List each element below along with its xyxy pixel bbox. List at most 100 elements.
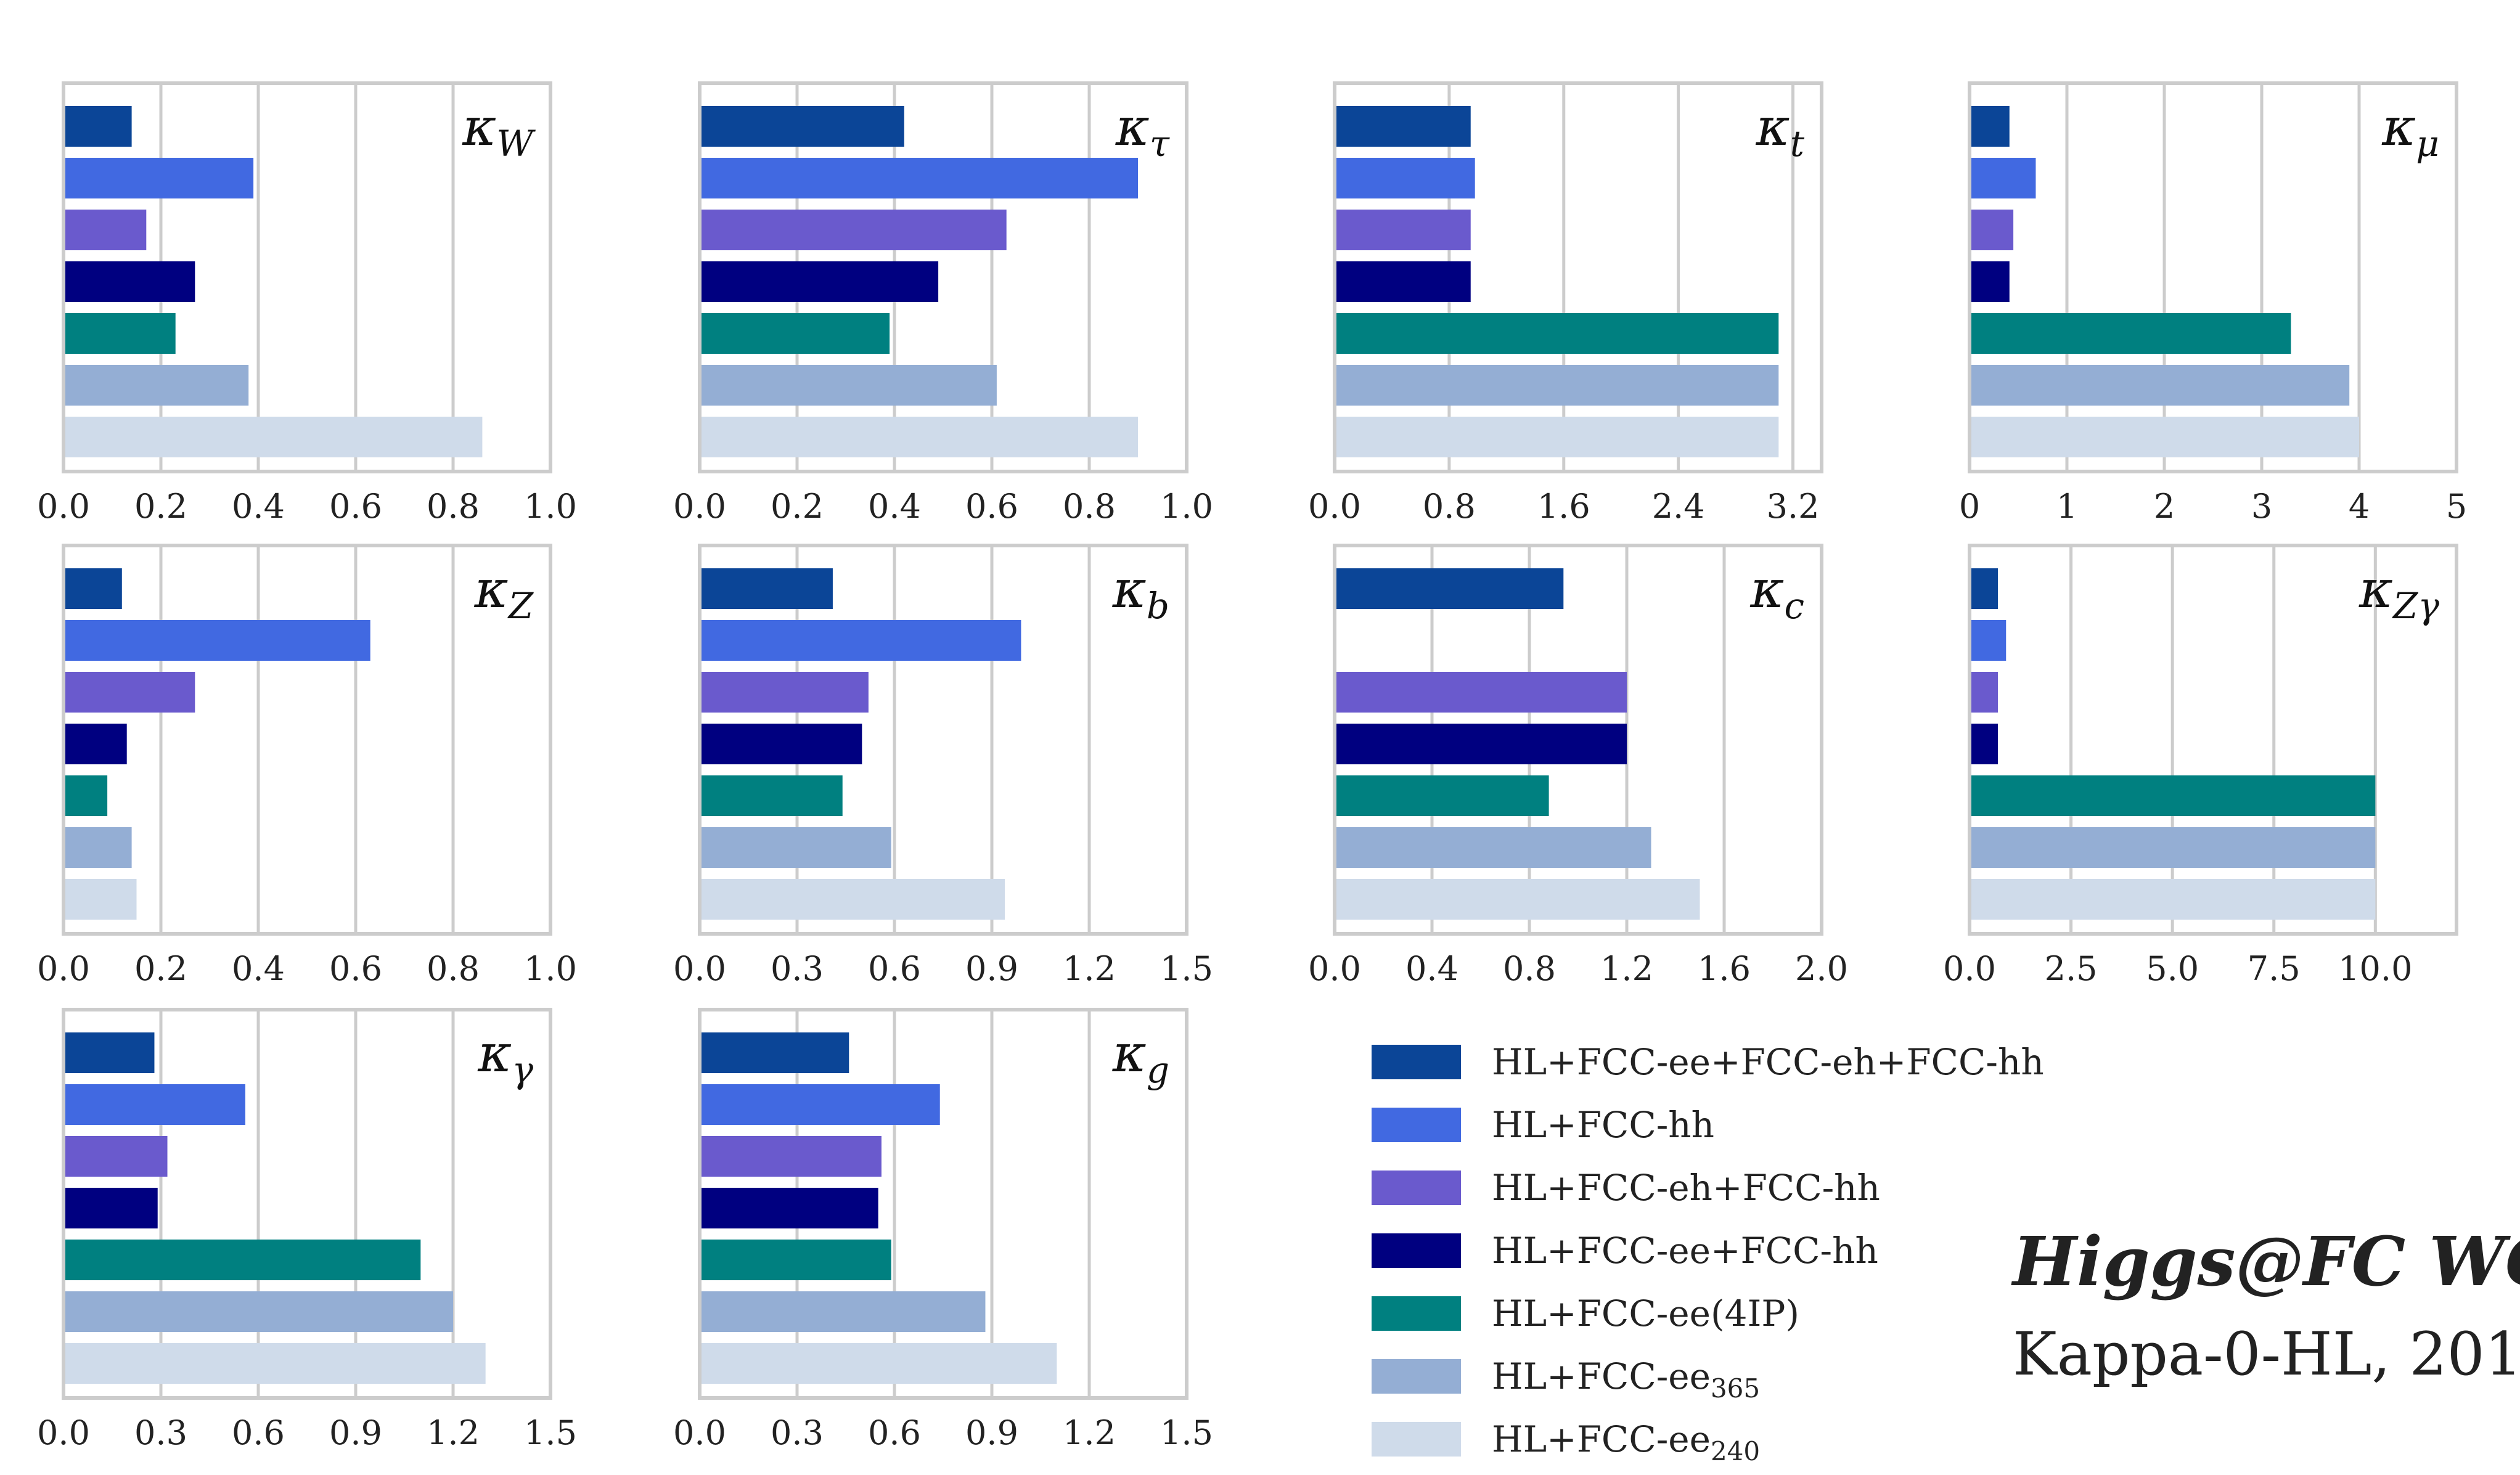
bar-2 (63, 210, 147, 250)
x-tick-label: 0.4 (1405, 949, 1458, 988)
x-tick-label: 1.0 (524, 949, 577, 988)
bar-6 (1970, 417, 2359, 457)
x-tick-label: 0.6 (868, 949, 921, 988)
x-tick-label: 1.2 (1600, 949, 1653, 988)
legend-label: HL+FCC-ee365 (1492, 1355, 1760, 1403)
bar-4 (63, 775, 108, 816)
bar-4 (1335, 775, 1549, 816)
panel-kappa-4: 0.0 0.2 0.4 0.6 0.8 1.0 κZ (37, 544, 577, 988)
x-tick-label: 0.8 (1423, 487, 1476, 526)
kappa-label: κμ (2381, 97, 2439, 165)
x-tick-label: 0.6 (965, 487, 1018, 526)
bar-0 (1335, 106, 1471, 147)
x-tick-label: 1.6 (1537, 487, 1590, 526)
panel-kappa-6: 0.0 0.4 0.8 1.2 1.6 2.0 κc (1308, 544, 1848, 988)
bar-4 (63, 1240, 421, 1280)
x-tick-label: 0.6 (329, 487, 382, 526)
bar-1 (700, 1084, 940, 1125)
x-tick-label: 0.0 (1308, 487, 1361, 526)
bar-0 (700, 106, 904, 147)
watermark: Higgs@FC WG Kappa-0-HL, 2019 (2011, 1222, 2520, 1389)
bar-1 (700, 620, 1021, 661)
bar-2 (700, 1136, 882, 1177)
watermark-title: Higgs@FC WG (2011, 1222, 2520, 1301)
x-tick-label: 3 (2251, 487, 2272, 526)
panel-kappa-7: 0.0 2.5 5.0 7.5 10.0 κZγ (1943, 544, 2458, 988)
kappa-label: κγ (477, 1023, 533, 1091)
plot-frame (698, 544, 1188, 936)
legend-label: HL+FCC-ee+FCC-eh+FCC-hh (1492, 1041, 2044, 1083)
bar-6 (63, 417, 483, 457)
bar-5 (63, 1291, 453, 1332)
panel-kappa-1: 0.0 0.2 0.4 0.6 0.8 1.0 κτ (673, 81, 1213, 526)
bar-0 (63, 568, 122, 609)
bar-1 (63, 620, 370, 661)
kappa-label: κZ (474, 559, 534, 627)
x-tick-label: 5 (2446, 487, 2467, 526)
bar-0 (1335, 568, 1564, 609)
x-tick-label: 0.9 (965, 1413, 1018, 1452)
bar-3 (1335, 724, 1627, 764)
panel-kappa-3: 0 1 2 3 4 5 κμ (1959, 81, 2467, 526)
bar-5 (700, 827, 891, 868)
plot-frame (62, 544, 552, 936)
bar-4 (1335, 313, 1779, 354)
x-tick-label: 0.9 (329, 1413, 382, 1452)
x-tick-label: 5.0 (2146, 949, 2199, 988)
x-tick-label: 0.4 (232, 487, 285, 526)
plot-frame (1968, 544, 2458, 936)
bar-4 (63, 313, 176, 354)
bar-4 (1970, 775, 2376, 816)
legend-swatch (1372, 1296, 1461, 1331)
kappa-label: κc (1749, 559, 1804, 627)
legend-label: HL+FCC-ee+FCC-hh (1492, 1230, 1878, 1272)
kappa-label: κW (462, 97, 536, 165)
legend-swatch (1372, 1108, 1461, 1142)
x-tick-label: 1.0 (524, 487, 577, 526)
x-tick-label: 0.0 (1308, 949, 1361, 988)
bar-0 (63, 1032, 155, 1073)
bar-2 (1970, 210, 2014, 250)
x-tick-label: 1.6 (1698, 949, 1751, 988)
legend-label: HL+FCC-ee240 (1492, 1418, 1760, 1466)
kappa-label: κb (1112, 559, 1169, 627)
bar-6 (1970, 879, 2376, 920)
bar-2 (700, 210, 1007, 250)
bar-3 (63, 1188, 158, 1228)
bar-2 (1335, 672, 1627, 713)
x-tick-label: 2.5 (2045, 949, 2098, 988)
x-tick-label: 10.0 (2338, 949, 2412, 988)
x-tick-label: 7.5 (2248, 949, 2301, 988)
bar-2 (1335, 210, 1471, 250)
bar-3 (700, 724, 862, 764)
x-tick-label: 1.0 (1160, 487, 1213, 526)
bar-3 (1970, 261, 2010, 302)
x-tick-label: 0.0 (37, 949, 90, 988)
x-tick-label: 1 (2056, 487, 2077, 526)
x-tick-label: 0.2 (771, 487, 824, 526)
legend-item-3: HL+FCC-ee+FCC-hh (1372, 1230, 1878, 1272)
x-tick-label: 0.0 (673, 949, 726, 988)
bar-1 (1335, 158, 1475, 198)
x-tick-label: 0.4 (868, 487, 921, 526)
bar-3 (1335, 261, 1471, 302)
x-tick-label: 0.3 (771, 949, 824, 988)
plot-frame (62, 81, 552, 473)
bar-3 (700, 1188, 878, 1228)
bar-6 (1335, 417, 1779, 457)
legend-swatch (1372, 1359, 1461, 1394)
bar-2 (63, 672, 195, 713)
x-tick-label: 0.2 (134, 949, 187, 988)
bar-2 (63, 1136, 168, 1177)
bar-1 (1970, 158, 2036, 198)
x-tick-label: 0.6 (232, 1413, 285, 1452)
x-tick-label: 0 (1959, 487, 1980, 526)
x-tick-label: 0.0 (673, 1413, 726, 1452)
bar-5 (1335, 365, 1779, 406)
legend-swatch (1372, 1233, 1461, 1268)
bar-3 (1970, 724, 1998, 764)
bar-3 (63, 724, 127, 764)
panels: 0.0 0.2 0.4 0.6 0.8 1.0 κW 0.0 0.2 0.4 0.6 0.8 1.0 κτ… (37, 81, 2467, 1452)
legend-label: HL+FCC-eh+FCC-hh (1492, 1167, 1880, 1209)
